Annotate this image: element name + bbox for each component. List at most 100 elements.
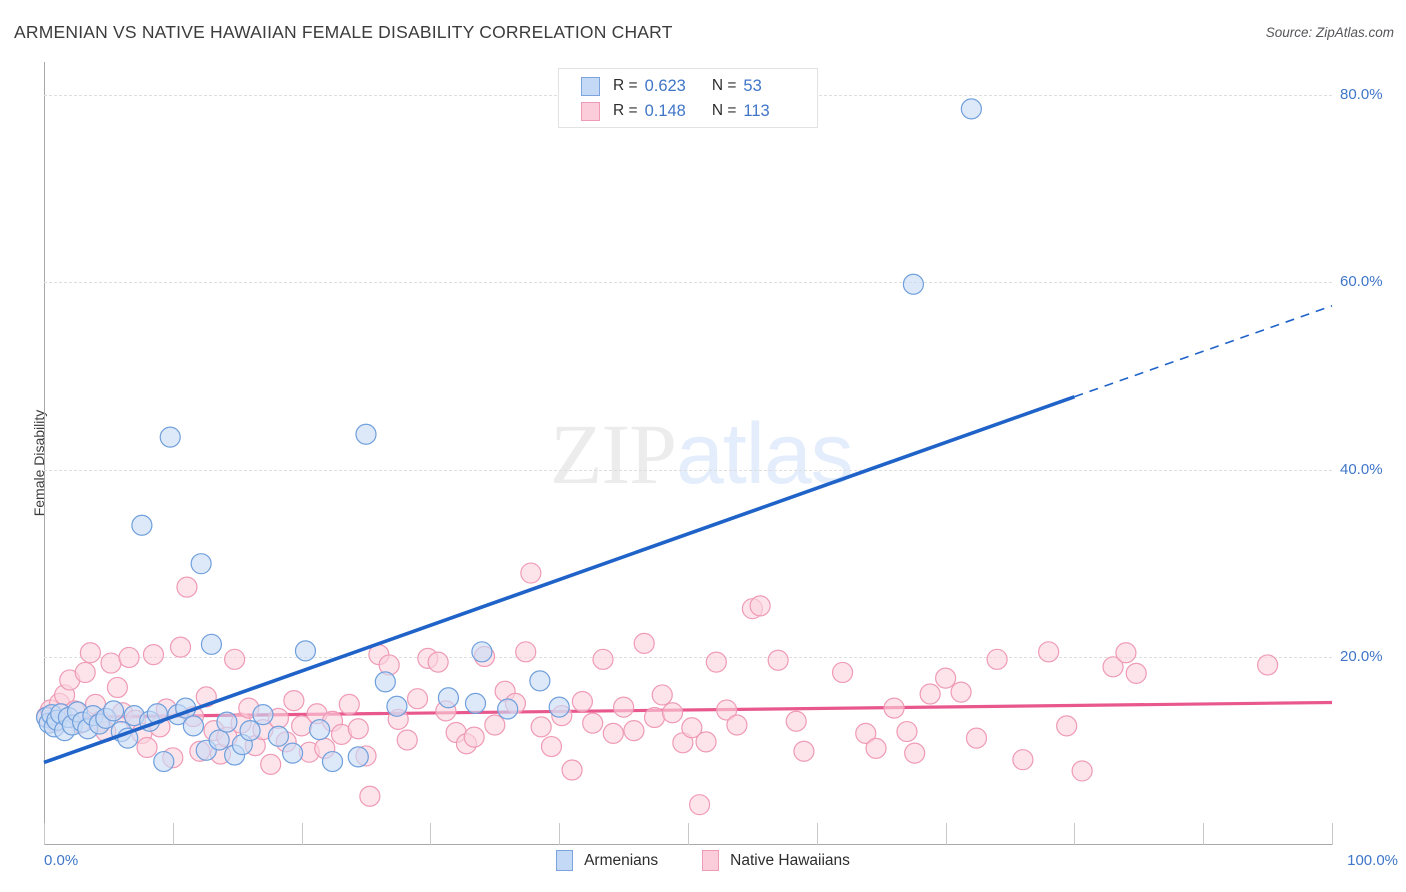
data-point[interactable] (661, 702, 684, 724)
data-point[interactable] (347, 718, 369, 740)
data-point[interactable] (200, 633, 223, 655)
data-point[interactable] (896, 720, 918, 743)
data-point[interactable] (582, 712, 604, 734)
data-point[interactable] (1256, 654, 1279, 676)
data-point[interactable] (705, 651, 727, 673)
data-point[interactable] (548, 696, 570, 718)
data-point[interactable] (216, 711, 238, 733)
data-point[interactable] (793, 740, 815, 762)
data-point[interactable] (540, 735, 563, 758)
data-point[interactable] (176, 576, 198, 598)
n-label: N = (711, 77, 737, 94)
data-point[interactable] (965, 727, 988, 749)
data-point[interactable] (785, 710, 807, 732)
data-point[interactable] (688, 794, 711, 816)
data-point[interactable] (208, 729, 230, 751)
data-point[interactable] (224, 648, 246, 670)
data-point[interactable] (1071, 760, 1093, 782)
data-point[interactable] (950, 681, 972, 703)
data-point[interactable] (855, 722, 877, 745)
data-point[interactable] (309, 719, 331, 741)
data-point[interactable] (726, 714, 748, 736)
data-point[interactable] (136, 736, 158, 759)
data-point[interactable] (338, 693, 360, 715)
data-point[interactable] (623, 719, 645, 742)
data-point[interactable] (571, 690, 593, 713)
data-point[interactable] (883, 697, 905, 719)
data-point[interactable] (602, 722, 624, 745)
data-point[interactable] (749, 595, 771, 617)
data-point[interactable] (934, 667, 957, 689)
data-point[interactable] (612, 696, 635, 718)
data-point[interactable] (79, 642, 101, 664)
data-point[interactable] (463, 726, 485, 748)
stats-legend-row-armenians: R = 0.623 N = 53 (581, 73, 762, 99)
x-axis-tick (1203, 823, 1205, 845)
data-point[interactable] (437, 687, 460, 709)
data-point[interactable] (484, 714, 506, 736)
data-point[interactable] (831, 661, 854, 684)
data-point[interactable] (681, 717, 703, 739)
data-point[interactable] (102, 700, 125, 722)
data-point[interactable] (427, 651, 449, 673)
data-point[interactable] (100, 652, 122, 674)
x-axis-tick (430, 823, 432, 845)
data-point[interactable] (281, 742, 304, 764)
data-point[interactable] (1056, 715, 1078, 737)
data-point[interactable] (406, 688, 429, 710)
data-point[interactable] (294, 640, 317, 662)
data-point[interactable] (347, 746, 369, 768)
data-point[interactable] (159, 426, 181, 448)
data-point[interactable] (716, 699, 738, 721)
data-point[interactable] (118, 646, 140, 669)
data-point[interactable] (1102, 656, 1124, 678)
x-axis-tick (172, 823, 174, 845)
data-point[interactable] (321, 750, 344, 773)
data-point[interactable] (1115, 642, 1137, 664)
data-point[interactable] (190, 553, 212, 575)
data-point[interactable] (471, 641, 493, 663)
data-point[interactable] (396, 729, 418, 751)
data-point[interactable] (530, 716, 552, 738)
data-point[interactable] (182, 715, 205, 737)
data-point[interactable] (497, 698, 519, 720)
data-point[interactable] (386, 695, 408, 717)
data-point[interactable] (633, 632, 655, 654)
data-point[interactable] (592, 648, 614, 670)
data-point[interactable] (643, 706, 666, 729)
data-point[interactable] (267, 725, 290, 747)
data-point[interactable] (919, 683, 941, 705)
data-point[interactable] (252, 704, 274, 726)
series-legend-item-native-hawaiians[interactable]: Native Hawaiians (702, 850, 850, 871)
data-point[interactable] (374, 671, 396, 693)
data-point[interactable] (695, 731, 717, 753)
data-point[interactable] (529, 670, 551, 692)
data-point[interactable] (106, 676, 129, 699)
data-point[interactable] (960, 98, 982, 120)
data-point[interactable] (355, 423, 377, 445)
data-point[interactable] (561, 759, 583, 781)
blue-trendline-extrapolation (1074, 305, 1333, 398)
data-point[interactable] (239, 719, 261, 742)
data-point[interactable] (904, 742, 926, 764)
data-point[interactable] (260, 753, 282, 775)
data-point[interactable] (153, 750, 175, 773)
data-point[interactable] (74, 661, 96, 684)
data-point[interactable] (142, 644, 165, 666)
data-point[interactable] (865, 737, 887, 760)
data-point[interactable] (902, 273, 925, 295)
series-legend-item-armenians[interactable]: Armenians (556, 850, 658, 871)
data-point[interactable] (464, 692, 487, 715)
data-point[interactable] (986, 648, 1008, 670)
data-point[interactable] (767, 649, 789, 671)
data-point[interactable] (359, 785, 381, 807)
data-point[interactable] (131, 514, 153, 536)
data-point[interactable] (651, 684, 673, 706)
data-point[interactable] (1125, 662, 1147, 685)
data-point[interactable] (1012, 749, 1034, 771)
data-point[interactable] (520, 562, 542, 584)
data-point[interactable] (283, 689, 305, 712)
data-point[interactable] (169, 636, 192, 658)
data-point[interactable] (1038, 641, 1060, 663)
data-point[interactable] (515, 641, 537, 663)
